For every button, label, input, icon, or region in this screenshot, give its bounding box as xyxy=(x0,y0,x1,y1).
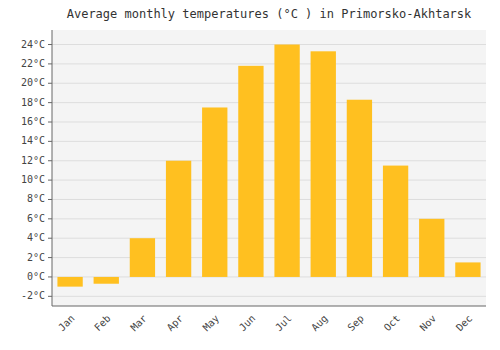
chart: -2°C 0°C 2°C 4°C 6°C 8°C 10°C 12°C 14°C 16°C 18°C 2… xyxy=(0,0,500,350)
plot-area xyxy=(52,30,486,306)
bar xyxy=(419,219,444,277)
grid-line xyxy=(52,141,486,142)
bar xyxy=(347,100,372,277)
y-tick-label: 6°C xyxy=(27,213,45,224)
tick-mark xyxy=(48,160,52,161)
y-axis-line xyxy=(52,30,53,306)
tick-mark xyxy=(48,102,52,103)
tick-mark xyxy=(48,199,52,200)
bar xyxy=(311,51,336,277)
grid-line xyxy=(52,83,486,84)
grid-line xyxy=(52,102,486,103)
bar xyxy=(94,277,119,284)
grid-line xyxy=(52,122,486,123)
bar xyxy=(166,161,191,277)
y-tick-label: -2°C xyxy=(21,290,45,301)
tick-mark xyxy=(48,44,52,45)
y-tick-label: 2°C xyxy=(27,252,45,263)
y-tick-label: 18°C xyxy=(21,97,45,108)
y-tick-label: 10°C xyxy=(21,174,45,185)
grid-line xyxy=(52,199,486,200)
x-tick-label: Dec xyxy=(454,313,475,334)
y-tick-label: 20°C xyxy=(21,77,45,88)
x-tick-label: Jun xyxy=(237,313,258,334)
y-tick-label: 12°C xyxy=(21,155,45,166)
x-axis-line xyxy=(52,306,486,307)
y-tick-label: 8°C xyxy=(27,193,45,204)
tick-mark xyxy=(48,83,52,84)
tick-mark xyxy=(48,122,52,123)
y-tick-label: 24°C xyxy=(21,39,45,50)
grid-line xyxy=(52,44,486,45)
bars xyxy=(57,45,480,287)
bar xyxy=(238,66,263,277)
tick-mark xyxy=(48,257,52,258)
bar xyxy=(130,238,155,277)
x-tick-label: Sep xyxy=(345,313,366,334)
tick-mark xyxy=(48,180,52,181)
tick-mark xyxy=(48,296,52,297)
y-tick-label: 16°C xyxy=(21,116,45,127)
bar xyxy=(274,45,299,277)
grid-line xyxy=(52,160,486,161)
y-tick-label: 14°C xyxy=(21,135,45,146)
x-tick-label: Mar xyxy=(128,313,149,334)
bar xyxy=(455,262,480,277)
x-tick-label: Jul xyxy=(273,313,294,334)
x-tick-label: May xyxy=(201,313,222,334)
y-tick-label: 22°C xyxy=(21,58,45,69)
tick-mark xyxy=(48,141,52,142)
bar xyxy=(383,166,408,277)
y-tick-label: 4°C xyxy=(27,232,45,243)
x-tick-label: Aug xyxy=(309,313,330,334)
x-tick-label: Apr xyxy=(165,313,186,334)
tick-mark xyxy=(48,218,52,219)
title: Average monthly temperatures (°C ) in Pr… xyxy=(67,7,472,21)
y-tick-label: 0°C xyxy=(27,271,45,282)
x-tick-label: Nov xyxy=(418,313,439,334)
x-tick-label: Oct xyxy=(382,313,403,334)
x-tick-label: Jan xyxy=(56,313,77,334)
tick-mark xyxy=(48,63,52,64)
x-tick-label: Feb xyxy=(92,313,113,334)
grid-line xyxy=(52,63,486,64)
tick-mark xyxy=(48,238,52,239)
grid-line xyxy=(52,180,486,181)
grid-line xyxy=(52,296,486,297)
bar xyxy=(57,277,82,287)
bar xyxy=(202,107,227,276)
tick-mark xyxy=(48,276,52,277)
